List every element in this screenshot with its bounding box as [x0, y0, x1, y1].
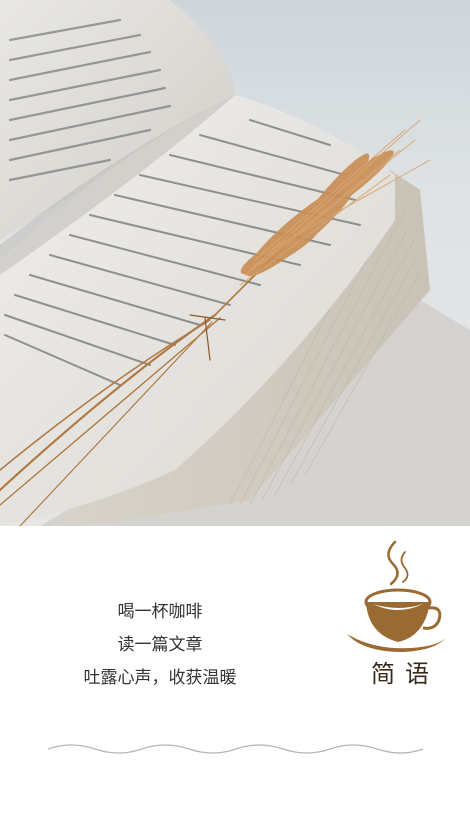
wavy-line-icon: [48, 744, 423, 754]
quote-line-3: 吐露心声，收获温暖: [83, 668, 237, 688]
hero-photo: [0, 0, 470, 526]
quote-line-1: 喝一杯咖啡: [117, 602, 203, 622]
left-page: [0, 0, 235, 240]
quote-line-2: 读一篇文章: [117, 635, 203, 655]
open-book-photo: [0, 0, 470, 526]
content-panel: 喝一杯咖啡 读一篇文章 吐露心声，收获温暖 简语: [0, 526, 470, 835]
logo-text: 简语: [371, 660, 439, 688]
quote-block: 喝一杯咖啡 读一篇文章 吐露心声，收获温暖: [60, 596, 260, 695]
coffee-cup-icon: [347, 540, 447, 652]
